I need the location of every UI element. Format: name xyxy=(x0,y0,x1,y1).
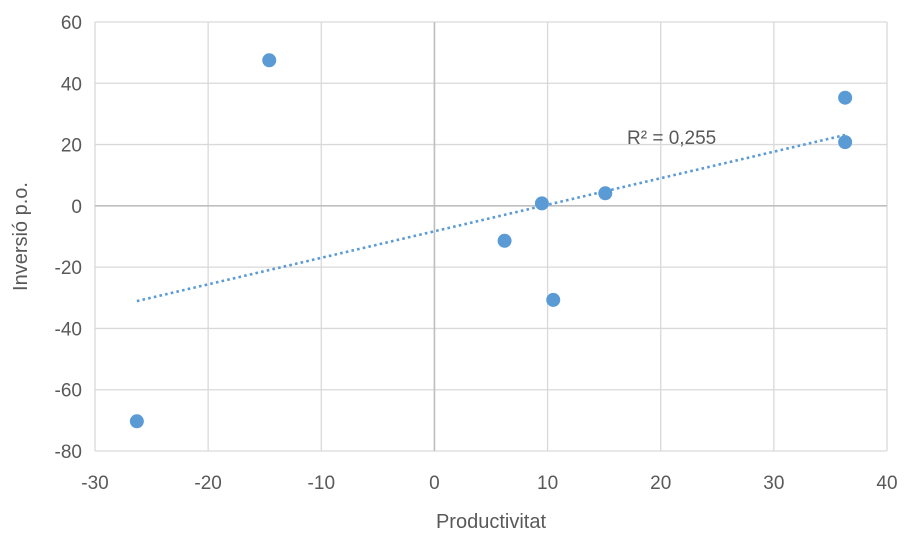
data-point xyxy=(534,196,549,211)
x-tick-label: 10 xyxy=(537,473,558,494)
data-point xyxy=(497,233,512,248)
y-tick-label: -60 xyxy=(55,381,82,402)
y-axis-title: Inversió p.o. xyxy=(10,182,32,291)
x-tick-label: -20 xyxy=(194,473,221,494)
data-points xyxy=(129,53,853,429)
x-tick-labels: -30 -20 -10 0 10 20 30 40 xyxy=(81,473,897,494)
trendline-group xyxy=(136,133,846,303)
x-axis-title: Productivitat xyxy=(436,511,546,533)
data-point xyxy=(838,90,853,105)
y-tick-label: 0 xyxy=(71,197,82,218)
x-tick-label: 20 xyxy=(650,473,671,494)
x-tick-label: -10 xyxy=(308,473,335,494)
data-point xyxy=(262,53,277,68)
y-tick-label: -80 xyxy=(55,442,82,463)
y-tick-label: 40 xyxy=(61,74,82,95)
y-tick-label: -40 xyxy=(55,319,82,340)
grid-lines xyxy=(94,21,888,452)
data-point xyxy=(546,292,561,307)
trendline-r2-label: R² = 0,255 xyxy=(627,128,716,149)
y-tick-label: 20 xyxy=(61,136,82,157)
x-tick-label: 30 xyxy=(763,473,784,494)
x-tick-label: 40 xyxy=(876,473,897,494)
y-tick-label: -20 xyxy=(55,258,82,279)
data-point xyxy=(838,135,853,150)
trendline xyxy=(136,133,846,303)
y-tick-label: 60 xyxy=(61,13,82,34)
data-point xyxy=(598,186,613,201)
y-tick-labels: -80 -60 -40 -20 0 20 40 60 xyxy=(55,13,82,463)
data-point xyxy=(129,414,144,429)
zero-axes xyxy=(95,22,887,451)
x-tick-label: 0 xyxy=(429,473,440,494)
x-tick-label: -30 xyxy=(81,473,108,494)
